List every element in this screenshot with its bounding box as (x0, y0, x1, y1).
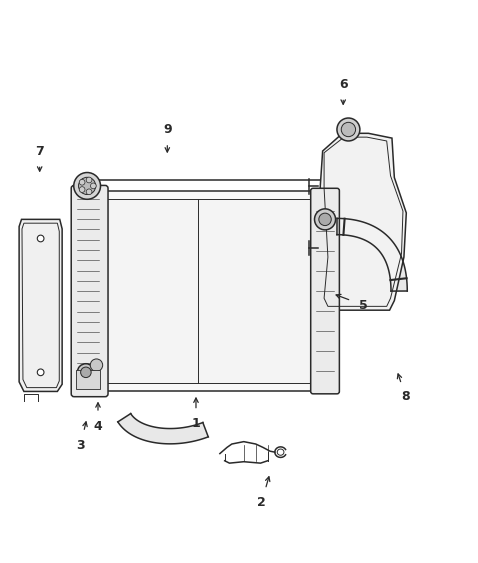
Text: 9: 9 (163, 123, 172, 136)
Circle shape (341, 122, 356, 137)
Circle shape (90, 183, 96, 189)
Bar (84, 191, 323, 391)
Bar (76, 370, 100, 389)
Circle shape (74, 172, 100, 199)
Polygon shape (118, 414, 208, 444)
Circle shape (315, 209, 336, 230)
Circle shape (86, 177, 92, 183)
Text: 3: 3 (76, 439, 85, 452)
Text: 5: 5 (359, 299, 368, 312)
Circle shape (78, 177, 96, 194)
Circle shape (79, 180, 85, 185)
Polygon shape (19, 220, 62, 391)
Text: 7: 7 (35, 145, 44, 158)
Text: 2: 2 (257, 496, 266, 509)
Circle shape (90, 359, 103, 372)
Bar (92, 199, 314, 383)
FancyBboxPatch shape (71, 185, 108, 397)
Circle shape (77, 364, 95, 381)
Circle shape (319, 213, 331, 226)
Polygon shape (337, 218, 407, 291)
Text: 6: 6 (339, 78, 348, 91)
Polygon shape (320, 133, 406, 310)
Circle shape (37, 235, 44, 242)
Text: 4: 4 (94, 420, 102, 433)
Text: 8: 8 (402, 391, 410, 404)
Circle shape (86, 189, 92, 195)
Circle shape (81, 367, 91, 378)
Text: 1: 1 (192, 417, 200, 431)
Circle shape (337, 118, 360, 141)
Circle shape (37, 369, 44, 376)
Circle shape (79, 187, 85, 193)
FancyBboxPatch shape (311, 188, 339, 394)
